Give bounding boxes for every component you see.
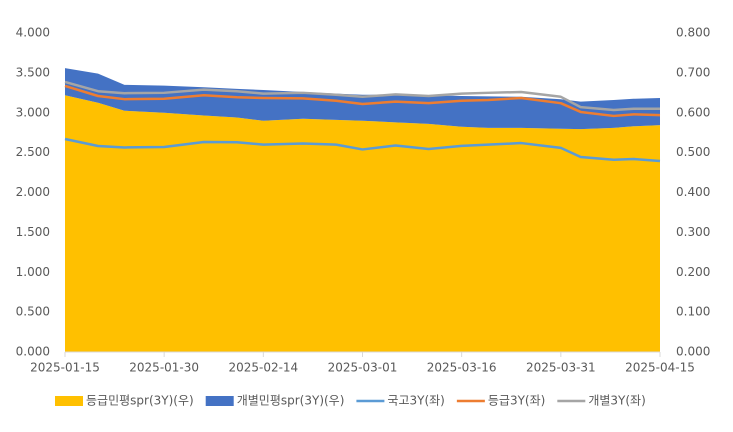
line [64, 84, 661, 118]
y2-tick-label: 0.000 [676, 345, 710, 359]
area [65, 95, 660, 352]
x-tick-label: 2025-02-14 [228, 361, 298, 375]
line [64, 137, 661, 163]
x-tick-label: 2025-03-16 [427, 361, 497, 375]
y-tick-label: 3.000 [16, 105, 50, 119]
legend-label: 개별3Y(좌) [588, 394, 645, 408]
y2-tick-label: 0.200 [676, 265, 710, 279]
y-tick-label: 0.000 [16, 345, 50, 359]
legend-swatch [55, 396, 83, 406]
line [64, 80, 660, 112]
y2-tick-label: 0.400 [676, 185, 710, 199]
x-tick-label: 2025-04-15 [625, 361, 695, 375]
y-tick-label: 2.500 [16, 145, 50, 159]
y-tick-label: 3.500 [16, 65, 50, 79]
y2-tick-label: 0.100 [676, 305, 710, 319]
x-tick-label: 2025-01-15 [30, 361, 100, 375]
legend-label: 등급3Y(좌) [488, 394, 545, 408]
area [65, 68, 660, 130]
x-tick-label: 2025-03-31 [526, 361, 596, 375]
x-tick-label: 2025-01-30 [129, 361, 199, 375]
y-tick-label: 0.500 [16, 305, 50, 319]
x-tick-label: 2025-03-01 [328, 361, 398, 375]
legend-swatch [205, 396, 234, 406]
y2-tick-label: 0.500 [676, 145, 710, 159]
y-tick-label: 2.000 [16, 185, 50, 199]
legend-label: 국고3Y(좌) [387, 394, 444, 408]
y2-tick-label: 0.700 [676, 65, 710, 79]
legend-label: 등급민평spr(3Y)(우) [86, 394, 194, 408]
y2-tick-label: 0.800 [676, 26, 710, 40]
y-tick-label: 1.000 [16, 265, 50, 279]
y2-tick-label: 0.300 [676, 225, 710, 239]
legend-label: 개별민평spr(3Y)(우) [237, 394, 345, 408]
y2-tick-label: 0.600 [676, 105, 710, 119]
y-tick-label: 4.000 [16, 26, 50, 40]
y-tick-label: 1.500 [16, 225, 50, 239]
